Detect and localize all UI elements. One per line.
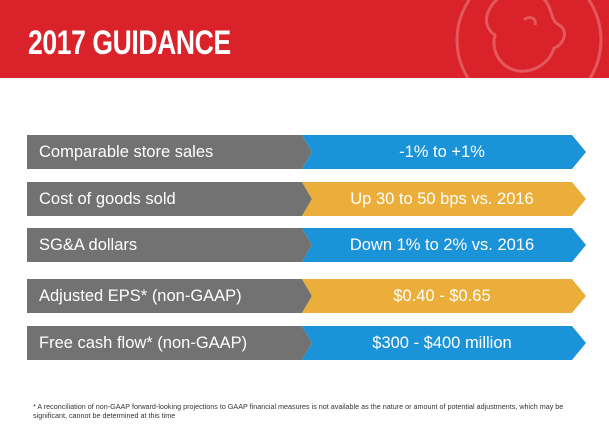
guidance-value: Down 1% to 2% vs. 2016 [349,236,535,254]
guidance-row-comparable-store-sales: Comparable store sales -1% to +1% [27,135,587,169]
guidance-label: Free cash flow* (non-GAAP) [39,334,248,352]
header-banner: 2017 GUIDANCE [0,0,609,78]
page-title: 2017 GUIDANCE [28,24,231,62]
guidance-value: $0.40 - $0.65 [393,287,491,305]
guidance-label: Cost of goods sold [39,190,176,208]
row-arrow-shape [27,182,586,216]
guidance-row-adjusted-eps: Adjusted EPS* (non-GAAP) $0.40 - $0.65 [27,279,587,313]
row-arrow-shape [27,326,586,360]
guidance-value: Up 30 to 50 bps vs. 2016 [350,190,534,208]
brand-logo-watermark [455,0,603,78]
guidance-value: $300 - $400 million [372,334,512,352]
footnote: * A reconciliation of non-GAAP forward-l… [33,402,564,420]
guidance-row-sga-dollars: SG&A dollars Down 1% to 2% vs. 2016 [27,228,587,262]
guidance-row-free-cash-flow: Free cash flow* (non-GAAP) $300 - $400 m… [27,326,587,360]
guidance-label: Adjusted EPS* (non-GAAP) [39,287,242,305]
row-arrow-shape [27,228,586,262]
guidance-row-cost-of-goods-sold: Cost of goods sold Up 30 to 50 bps vs. 2… [27,182,587,216]
guidance-label: Comparable store sales [39,143,214,161]
row-arrow-shape [27,135,586,169]
row-arrow-shape [27,279,586,313]
guidance-value: -1% to +1% [399,143,485,161]
guidance-label: SG&A dollars [39,236,138,254]
